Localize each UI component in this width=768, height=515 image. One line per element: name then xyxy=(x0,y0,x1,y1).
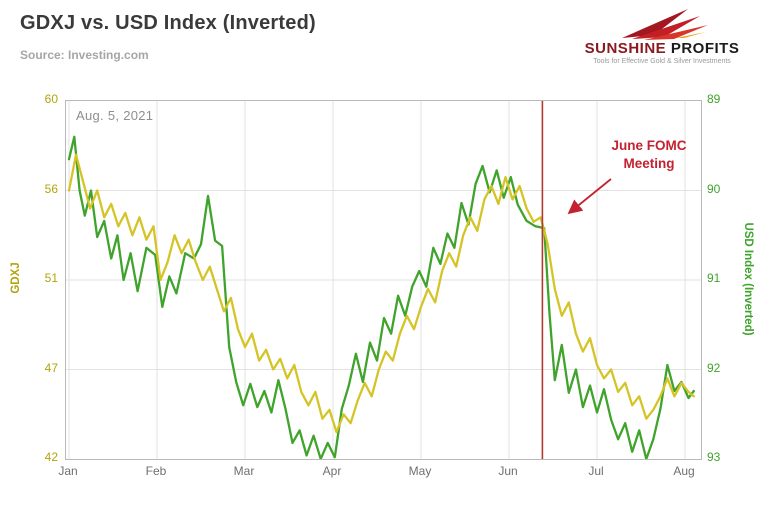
right-axis-tick: 89 xyxy=(707,92,721,106)
x-axis-tick: Aug xyxy=(673,464,695,478)
logo-arrows-icon xyxy=(622,9,708,40)
plot-area: Aug. 5, 2021 June FOMC Meeting xyxy=(65,100,702,460)
fomc-annotation: June FOMC Meeting xyxy=(586,137,712,172)
left-axis-tick: 60 xyxy=(44,92,58,106)
left-axis-tick: 47 xyxy=(44,360,58,375)
chart-canvas xyxy=(66,101,701,459)
x-axis-tick: Apr xyxy=(322,464,342,478)
brand-name-sunshine: SUNSHINE xyxy=(584,40,667,57)
brand-tagline: Tools for Effective Gold & Silver Invest… xyxy=(593,58,731,65)
brand-logo: SUNSHINE PROFITS Tools for Effective Gol… xyxy=(570,8,754,65)
x-axis-tick: Jan xyxy=(58,464,78,478)
right-axis-tick: 91 xyxy=(707,271,721,285)
fomc-annotation-line1: June FOMC xyxy=(611,138,687,153)
page-title: GDXJ vs. USD Index (Inverted) xyxy=(20,12,316,34)
date-annotation: Aug. 5, 2021 xyxy=(76,108,154,123)
right-axis-tick: 93 xyxy=(707,450,721,464)
x-axis-tick: May xyxy=(408,464,432,478)
x-axis-tick: Feb xyxy=(145,464,167,478)
x-axis-tick: Jul xyxy=(588,464,604,478)
right-axis-title: USD Index (Inverted) xyxy=(742,222,754,336)
brand-name-profits: PROFITS xyxy=(670,40,740,57)
brand-name: SUNSHINE PROFITS xyxy=(570,40,754,57)
x-axis-tick: Jun xyxy=(498,464,518,478)
source-label: Source: Investing.com xyxy=(20,48,149,62)
right-axis-tick: 90 xyxy=(707,181,721,196)
left-axis-tick: 56 xyxy=(44,181,58,196)
fomc-annotation-line2: Meeting xyxy=(623,155,675,171)
x-axis-tick: Mar xyxy=(233,464,255,478)
left-axis-tick: 42 xyxy=(44,450,58,464)
right-axis-tick: 92 xyxy=(707,360,721,375)
left-axis-tick: 51 xyxy=(44,271,58,285)
